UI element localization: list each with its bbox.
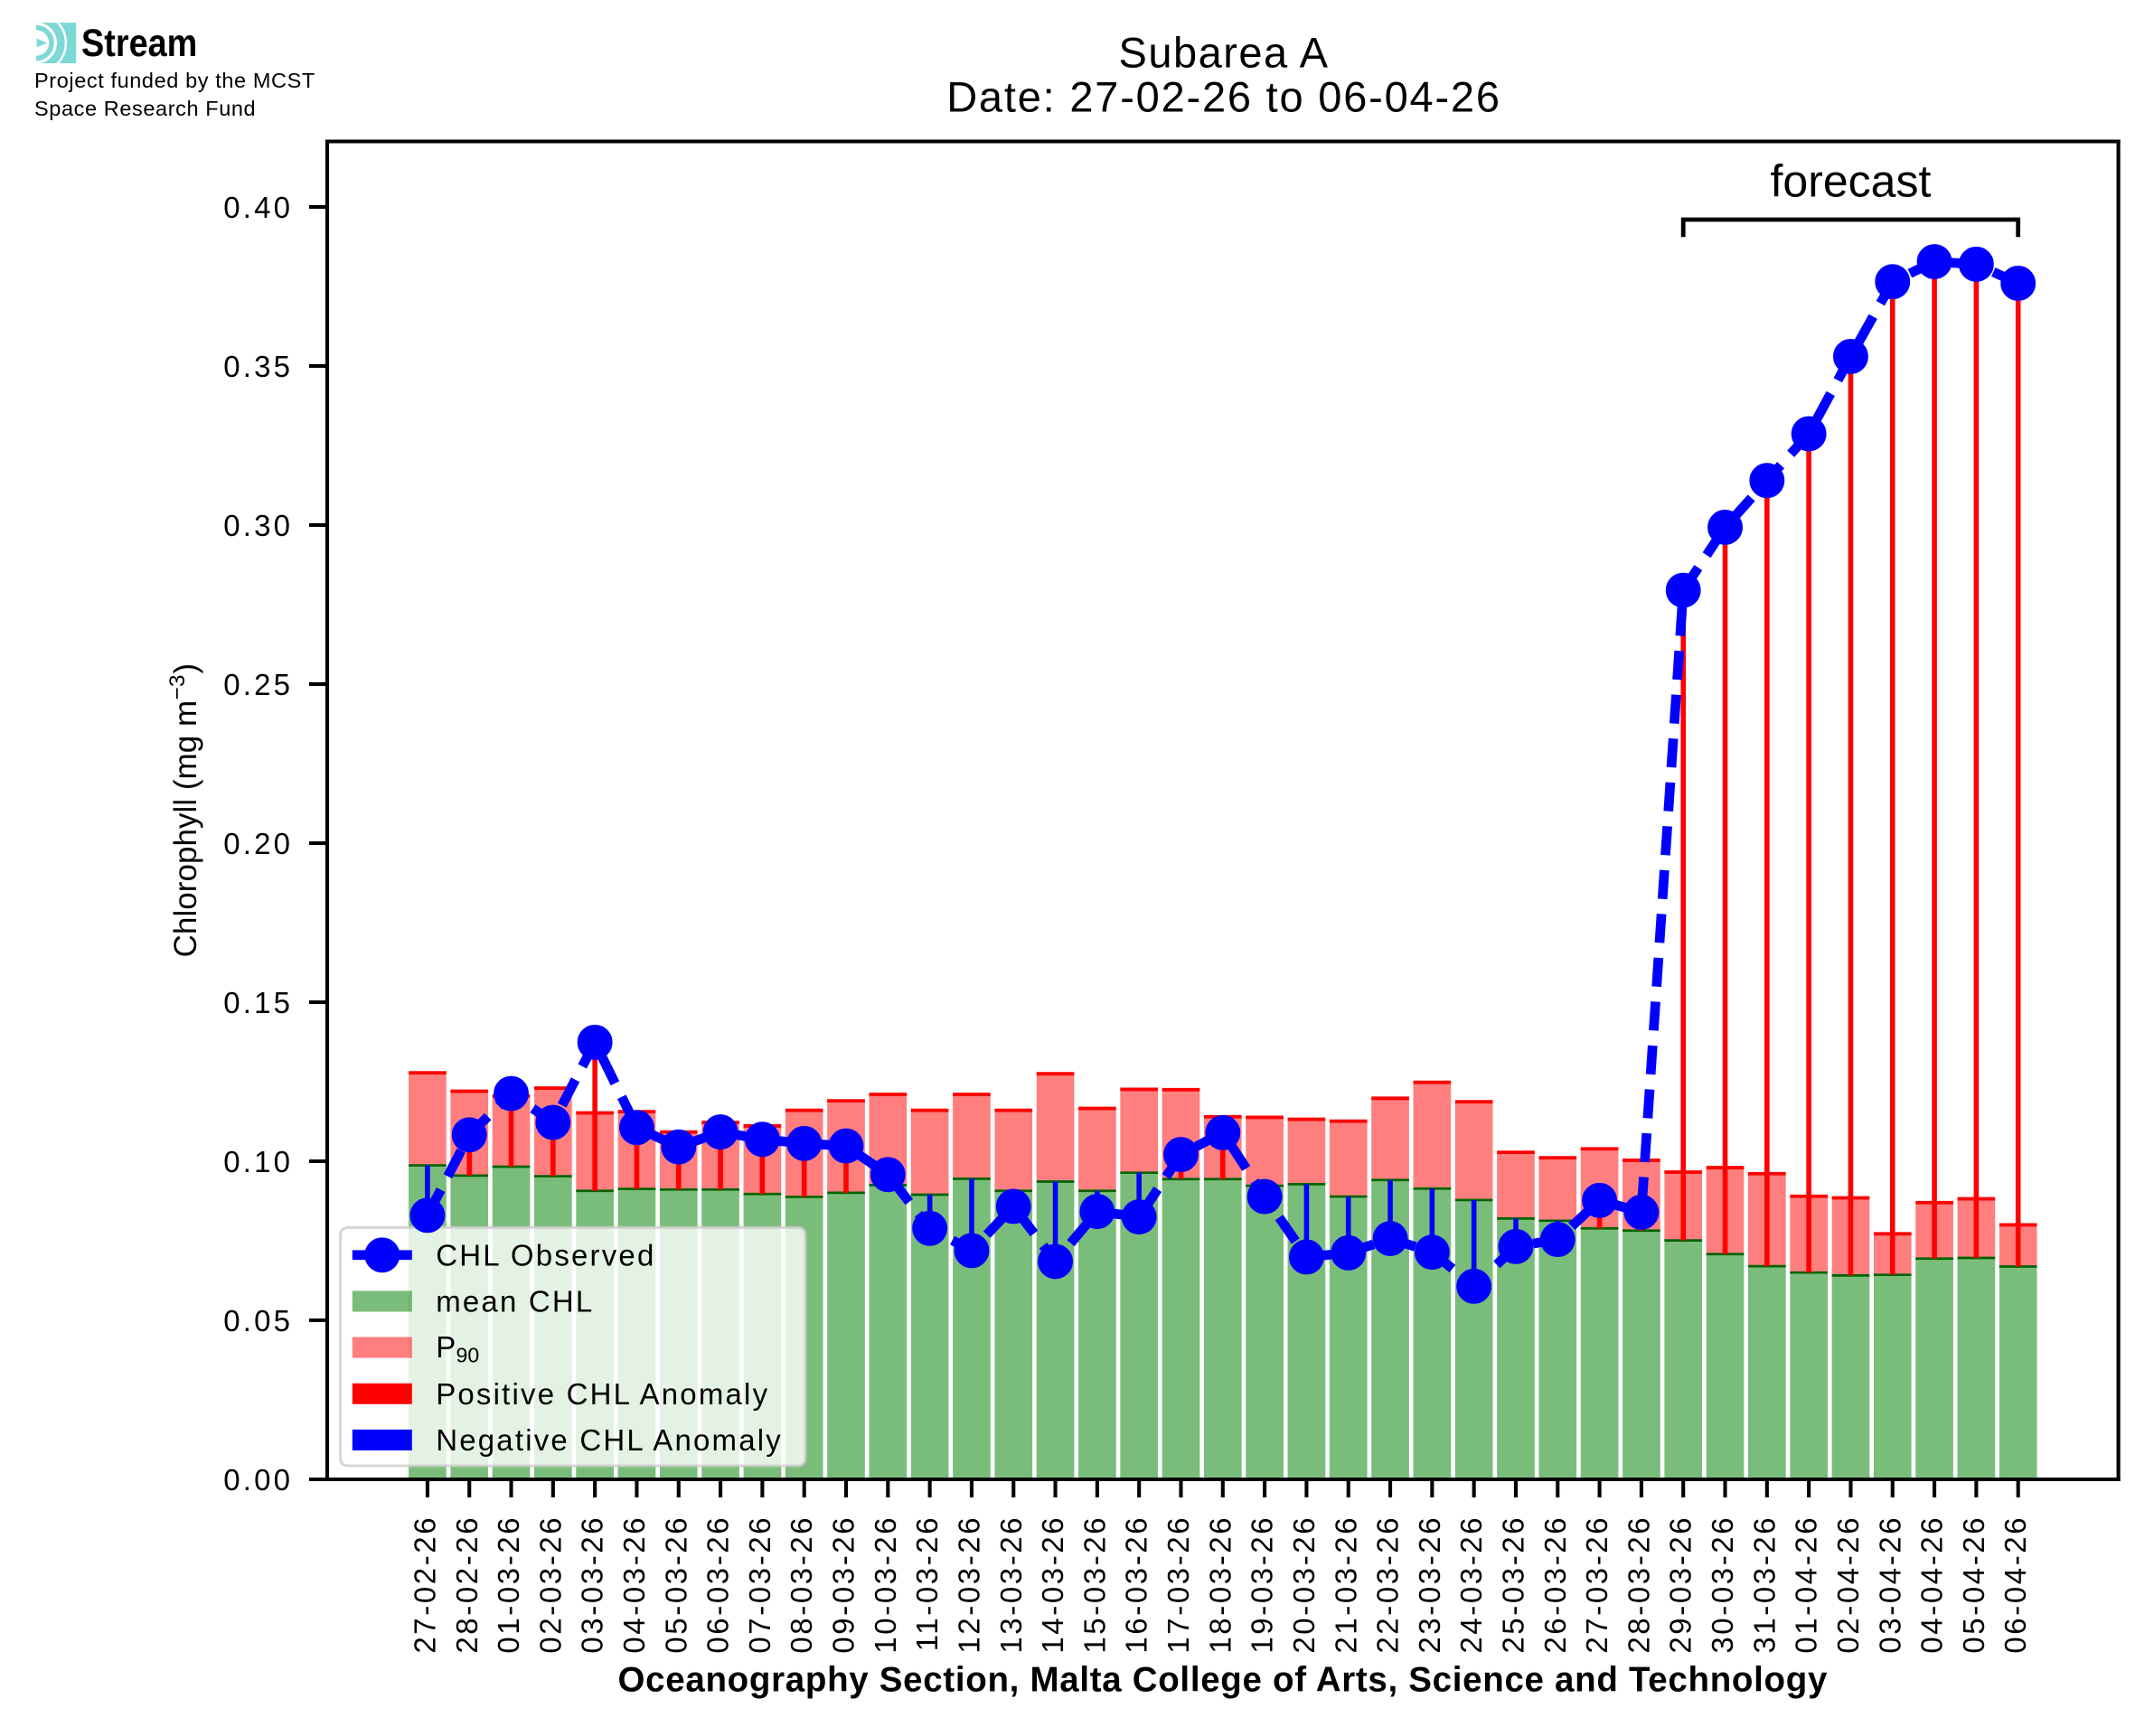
svg-text:0.15: 0.15: [223, 986, 293, 1019]
svg-text:02-03-26: 02-03-26: [533, 1515, 567, 1654]
svg-text:23-03-26: 23-03-26: [1413, 1515, 1446, 1654]
svg-text:29-03-26: 29-03-26: [1664, 1515, 1698, 1654]
svg-text:Positive CHL Anomaly: Positive CHL Anomaly: [436, 1377, 769, 1411]
svg-text:CHL Observed: CHL Observed: [436, 1238, 655, 1272]
svg-text:0.05: 0.05: [223, 1304, 293, 1337]
svg-text:16-03-26: 16-03-26: [1120, 1515, 1153, 1654]
svg-text:0.25: 0.25: [223, 668, 293, 701]
svg-text:10-03-26: 10-03-26: [869, 1515, 902, 1654]
svg-text:20-03-26: 20-03-26: [1287, 1515, 1321, 1654]
svg-text:0.35: 0.35: [223, 350, 293, 383]
svg-text:30-03-26: 30-03-26: [1706, 1515, 1739, 1654]
svg-text:25-03-26: 25-03-26: [1497, 1515, 1530, 1654]
svg-text:11-03-26: 11-03-26: [910, 1515, 944, 1651]
svg-text:19-03-26: 19-03-26: [1246, 1515, 1279, 1654]
svg-text:17-03-26: 17-03-26: [1162, 1515, 1195, 1654]
svg-text:04-03-26: 04-03-26: [617, 1515, 651, 1654]
svg-text:0.40: 0.40: [223, 191, 293, 224]
svg-text:15-03-26: 15-03-26: [1077, 1515, 1111, 1654]
svg-text:04-04-26: 04-04-26: [1915, 1515, 1949, 1654]
svg-text:28-02-26: 28-02-26: [450, 1515, 484, 1654]
svg-text:31-03-26: 31-03-26: [1747, 1515, 1781, 1654]
svg-text:0.20: 0.20: [223, 827, 293, 860]
svg-text:0.10: 0.10: [223, 1145, 293, 1178]
svg-text:18-03-26: 18-03-26: [1203, 1515, 1237, 1654]
svg-text:07-03-26: 07-03-26: [743, 1515, 776, 1654]
svg-text:28-03-26: 28-03-26: [1622, 1515, 1655, 1654]
svg-text:Oceanography Section, Malta Co: Oceanography Section, Malta College of A…: [618, 1660, 1829, 1699]
svg-text:05-03-26: 05-03-26: [659, 1515, 692, 1654]
svg-text:Subarea A: Subarea A: [1119, 28, 1330, 76]
svg-text:27-02-26: 27-02-26: [408, 1515, 441, 1654]
svg-text:Negative CHL Anomaly: Negative CHL Anomaly: [436, 1423, 783, 1457]
svg-text:26-03-26: 26-03-26: [1538, 1515, 1572, 1654]
svg-text:27-03-26: 27-03-26: [1580, 1515, 1613, 1654]
svg-text:12-03-26: 12-03-26: [952, 1515, 985, 1654]
svg-text:05-04-26: 05-04-26: [1957, 1515, 1990, 1654]
svg-text:01-04-26: 01-04-26: [1790, 1515, 1823, 1654]
svg-text:06-04-26: 06-04-26: [1999, 1515, 2032, 1654]
svg-text:21-03-26: 21-03-26: [1329, 1515, 1362, 1654]
svg-text:06-03-26: 06-03-26: [701, 1515, 735, 1654]
svg-text:14-03-26: 14-03-26: [1036, 1515, 1069, 1654]
svg-text:P 9 0: P 9 0: [436, 1330, 479, 1366]
svg-text:02-04-26: 02-04-26: [1831, 1515, 1865, 1654]
svg-text:01-03-26: 01-03-26: [492, 1515, 525, 1654]
svg-text:mean CHL: mean CHL: [436, 1284, 594, 1318]
svg-text:22-03-26: 22-03-26: [1371, 1515, 1405, 1654]
svg-text:0.00: 0.00: [223, 1463, 293, 1497]
svg-text:09-03-26: 09-03-26: [827, 1515, 861, 1654]
svg-text:Date: 27-02-26 to 06-04-26: Date: 27-02-26 to 06-04-26: [946, 73, 1501, 121]
svg-text:13-03-26: 13-03-26: [994, 1515, 1028, 1654]
svg-text:08-03-26: 08-03-26: [785, 1515, 818, 1654]
svg-text:0.30: 0.30: [223, 509, 293, 542]
svg-text:forecast: forecast: [1771, 156, 1932, 207]
svg-text:24-03-26: 24-03-26: [1454, 1515, 1488, 1654]
svg-text:C h l o: C h l o r o p h y l l ( m g m ) − 3: [165, 658, 203, 957]
svg-text:03-04-26: 03-04-26: [1873, 1515, 1906, 1654]
svg-text:03-03-26: 03-03-26: [576, 1515, 609, 1654]
